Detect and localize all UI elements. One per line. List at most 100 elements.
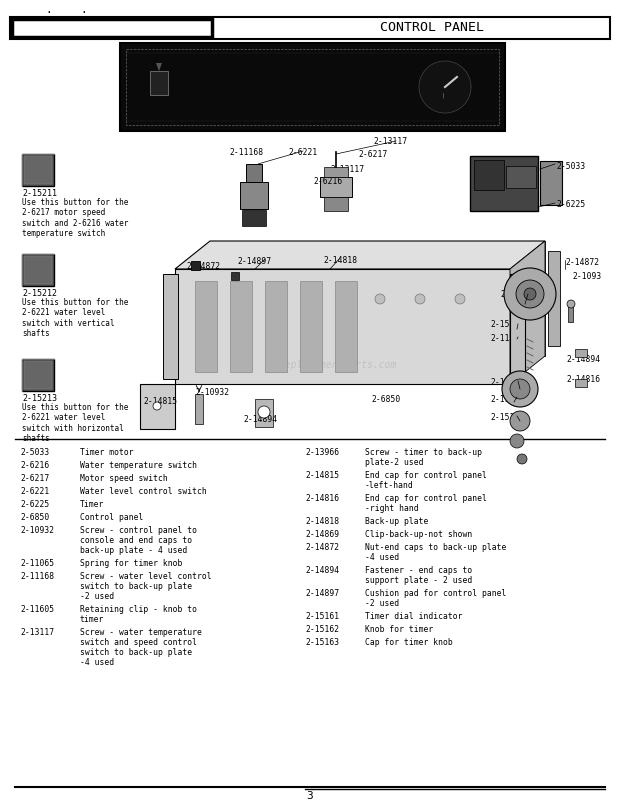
Text: 2-14818: 2-14818 xyxy=(305,517,339,526)
Bar xyxy=(24,362,52,389)
Text: 2-1093: 2-1093 xyxy=(572,272,601,281)
Text: End cap for control panel: End cap for control panel xyxy=(365,470,487,479)
Circle shape xyxy=(502,371,538,407)
Bar xyxy=(150,72,168,96)
Text: 2-15161: 2-15161 xyxy=(305,611,339,620)
Bar xyxy=(568,305,573,323)
Bar xyxy=(22,359,54,392)
Polygon shape xyxy=(210,242,545,357)
Bar xyxy=(163,275,178,380)
Text: 2-11065: 2-11065 xyxy=(20,558,54,568)
Bar xyxy=(24,257,52,285)
Circle shape xyxy=(517,454,527,465)
Text: 2-15212: 2-15212 xyxy=(22,289,57,298)
Text: |: | xyxy=(442,93,445,98)
Polygon shape xyxy=(510,242,545,384)
Bar xyxy=(12,20,212,38)
Bar xyxy=(10,18,610,40)
Bar xyxy=(191,262,200,271)
Polygon shape xyxy=(156,64,162,72)
Text: -2 used: -2 used xyxy=(365,599,399,607)
Text: -left-hand: -left-hand xyxy=(365,480,414,489)
Text: switch to back-up plate: switch to back-up plate xyxy=(80,581,192,590)
Bar xyxy=(470,157,538,212)
Text: -2 used: -2 used xyxy=(80,591,114,600)
Text: 2-6221: 2-6221 xyxy=(288,148,317,157)
Text: 2-14816: 2-14816 xyxy=(305,493,339,502)
Text: Nut-end caps to back-up plate: Nut-end caps to back-up plate xyxy=(365,543,507,551)
Circle shape xyxy=(510,380,530,400)
Text: -4 used: -4 used xyxy=(80,657,114,666)
Bar xyxy=(575,380,587,388)
Bar xyxy=(265,281,287,372)
Bar xyxy=(300,281,322,372)
Bar xyxy=(22,255,54,286)
Text: 2-6217: 2-6217 xyxy=(20,474,49,483)
Text: Timer dial indicator: Timer dial indicator xyxy=(365,611,463,620)
Bar xyxy=(506,167,536,189)
Text: 2-14818: 2-14818 xyxy=(323,255,357,264)
Text: Retaining clip - knob to: Retaining clip - knob to xyxy=(80,604,197,613)
Text: 2-14897: 2-14897 xyxy=(237,257,271,266)
Bar xyxy=(255,400,273,427)
Text: Back-up plate: Back-up plate xyxy=(365,517,428,526)
Text: Use this button for the
2-6221 water level
switch with vertical
shafts: Use this button for the 2-6221 water lev… xyxy=(22,298,128,338)
Bar xyxy=(548,251,560,346)
Text: 2-6225: 2-6225 xyxy=(556,200,585,208)
Text: 2-15211: 2-15211 xyxy=(22,189,57,198)
Polygon shape xyxy=(419,62,471,114)
Text: 2-6217: 2-6217 xyxy=(358,150,388,159)
Text: 2-6216: 2-6216 xyxy=(20,461,49,470)
Text: 2-14872: 2-14872 xyxy=(305,543,339,551)
Bar xyxy=(230,281,252,372)
Text: 2-5033: 2-5033 xyxy=(20,448,49,457)
Text: Knob for timer: Knob for timer xyxy=(365,624,433,633)
Text: 2-14894: 2-14894 xyxy=(305,565,339,574)
Bar xyxy=(24,157,52,185)
Text: Control panel: Control panel xyxy=(80,513,143,521)
Text: 2-6221: 2-6221 xyxy=(20,487,49,496)
Text: Screw - control panel to: Screw - control panel to xyxy=(80,526,197,534)
Circle shape xyxy=(415,294,425,305)
Text: Fastener - end caps to: Fastener - end caps to xyxy=(365,565,472,574)
Text: switch and speed control: switch and speed control xyxy=(80,637,197,646)
Text: back-up plate - 4 used: back-up plate - 4 used xyxy=(80,545,187,554)
Text: 2-14872: 2-14872 xyxy=(186,262,220,271)
Text: End cap for control panel: End cap for control panel xyxy=(365,493,487,502)
Text: -right hand: -right hand xyxy=(365,504,419,513)
Text: 2-11605: 2-11605 xyxy=(490,394,524,404)
Text: Use this button for the
2-6217 motor speed
switch and 2-6216 water
temperature s: Use this button for the 2-6217 motor spe… xyxy=(22,198,128,238)
Circle shape xyxy=(510,411,530,431)
Text: switch to back-up plate: switch to back-up plate xyxy=(80,647,192,656)
Polygon shape xyxy=(246,165,262,182)
Text: ~: ~ xyxy=(15,25,18,30)
Text: 2-14816: 2-14816 xyxy=(566,375,600,384)
Text: Timer: Timer xyxy=(80,500,104,508)
Text: 2-5033: 2-5033 xyxy=(556,162,585,171)
Text: console and end caps to: console and end caps to xyxy=(80,535,192,544)
Bar xyxy=(575,350,587,358)
Text: 2-11168: 2-11168 xyxy=(20,571,54,581)
Circle shape xyxy=(504,268,556,320)
Bar xyxy=(120,44,505,132)
Bar xyxy=(335,281,357,372)
Polygon shape xyxy=(175,242,545,270)
Bar xyxy=(22,155,54,187)
Bar xyxy=(320,178,352,198)
Polygon shape xyxy=(242,211,266,227)
Text: eReplacementParts.com: eReplacementParts.com xyxy=(273,359,397,370)
Text: 2-15163: 2-15163 xyxy=(490,413,524,422)
Circle shape xyxy=(153,402,161,410)
Text: 2-14897: 2-14897 xyxy=(305,588,339,597)
Text: 2-11605: 2-11605 xyxy=(20,604,54,613)
Circle shape xyxy=(516,281,544,309)
Text: 2-15162: 2-15162 xyxy=(490,378,524,387)
Text: 2-14869: 2-14869 xyxy=(305,530,339,539)
Text: ·: · xyxy=(80,8,87,18)
Text: Timer motor: Timer motor xyxy=(80,448,134,457)
Circle shape xyxy=(455,294,465,305)
Bar xyxy=(195,394,203,424)
Text: 2-13966: 2-13966 xyxy=(305,448,339,457)
Text: Water temperature switch: Water temperature switch xyxy=(80,461,197,470)
Text: 2-14894: 2-14894 xyxy=(566,354,600,363)
